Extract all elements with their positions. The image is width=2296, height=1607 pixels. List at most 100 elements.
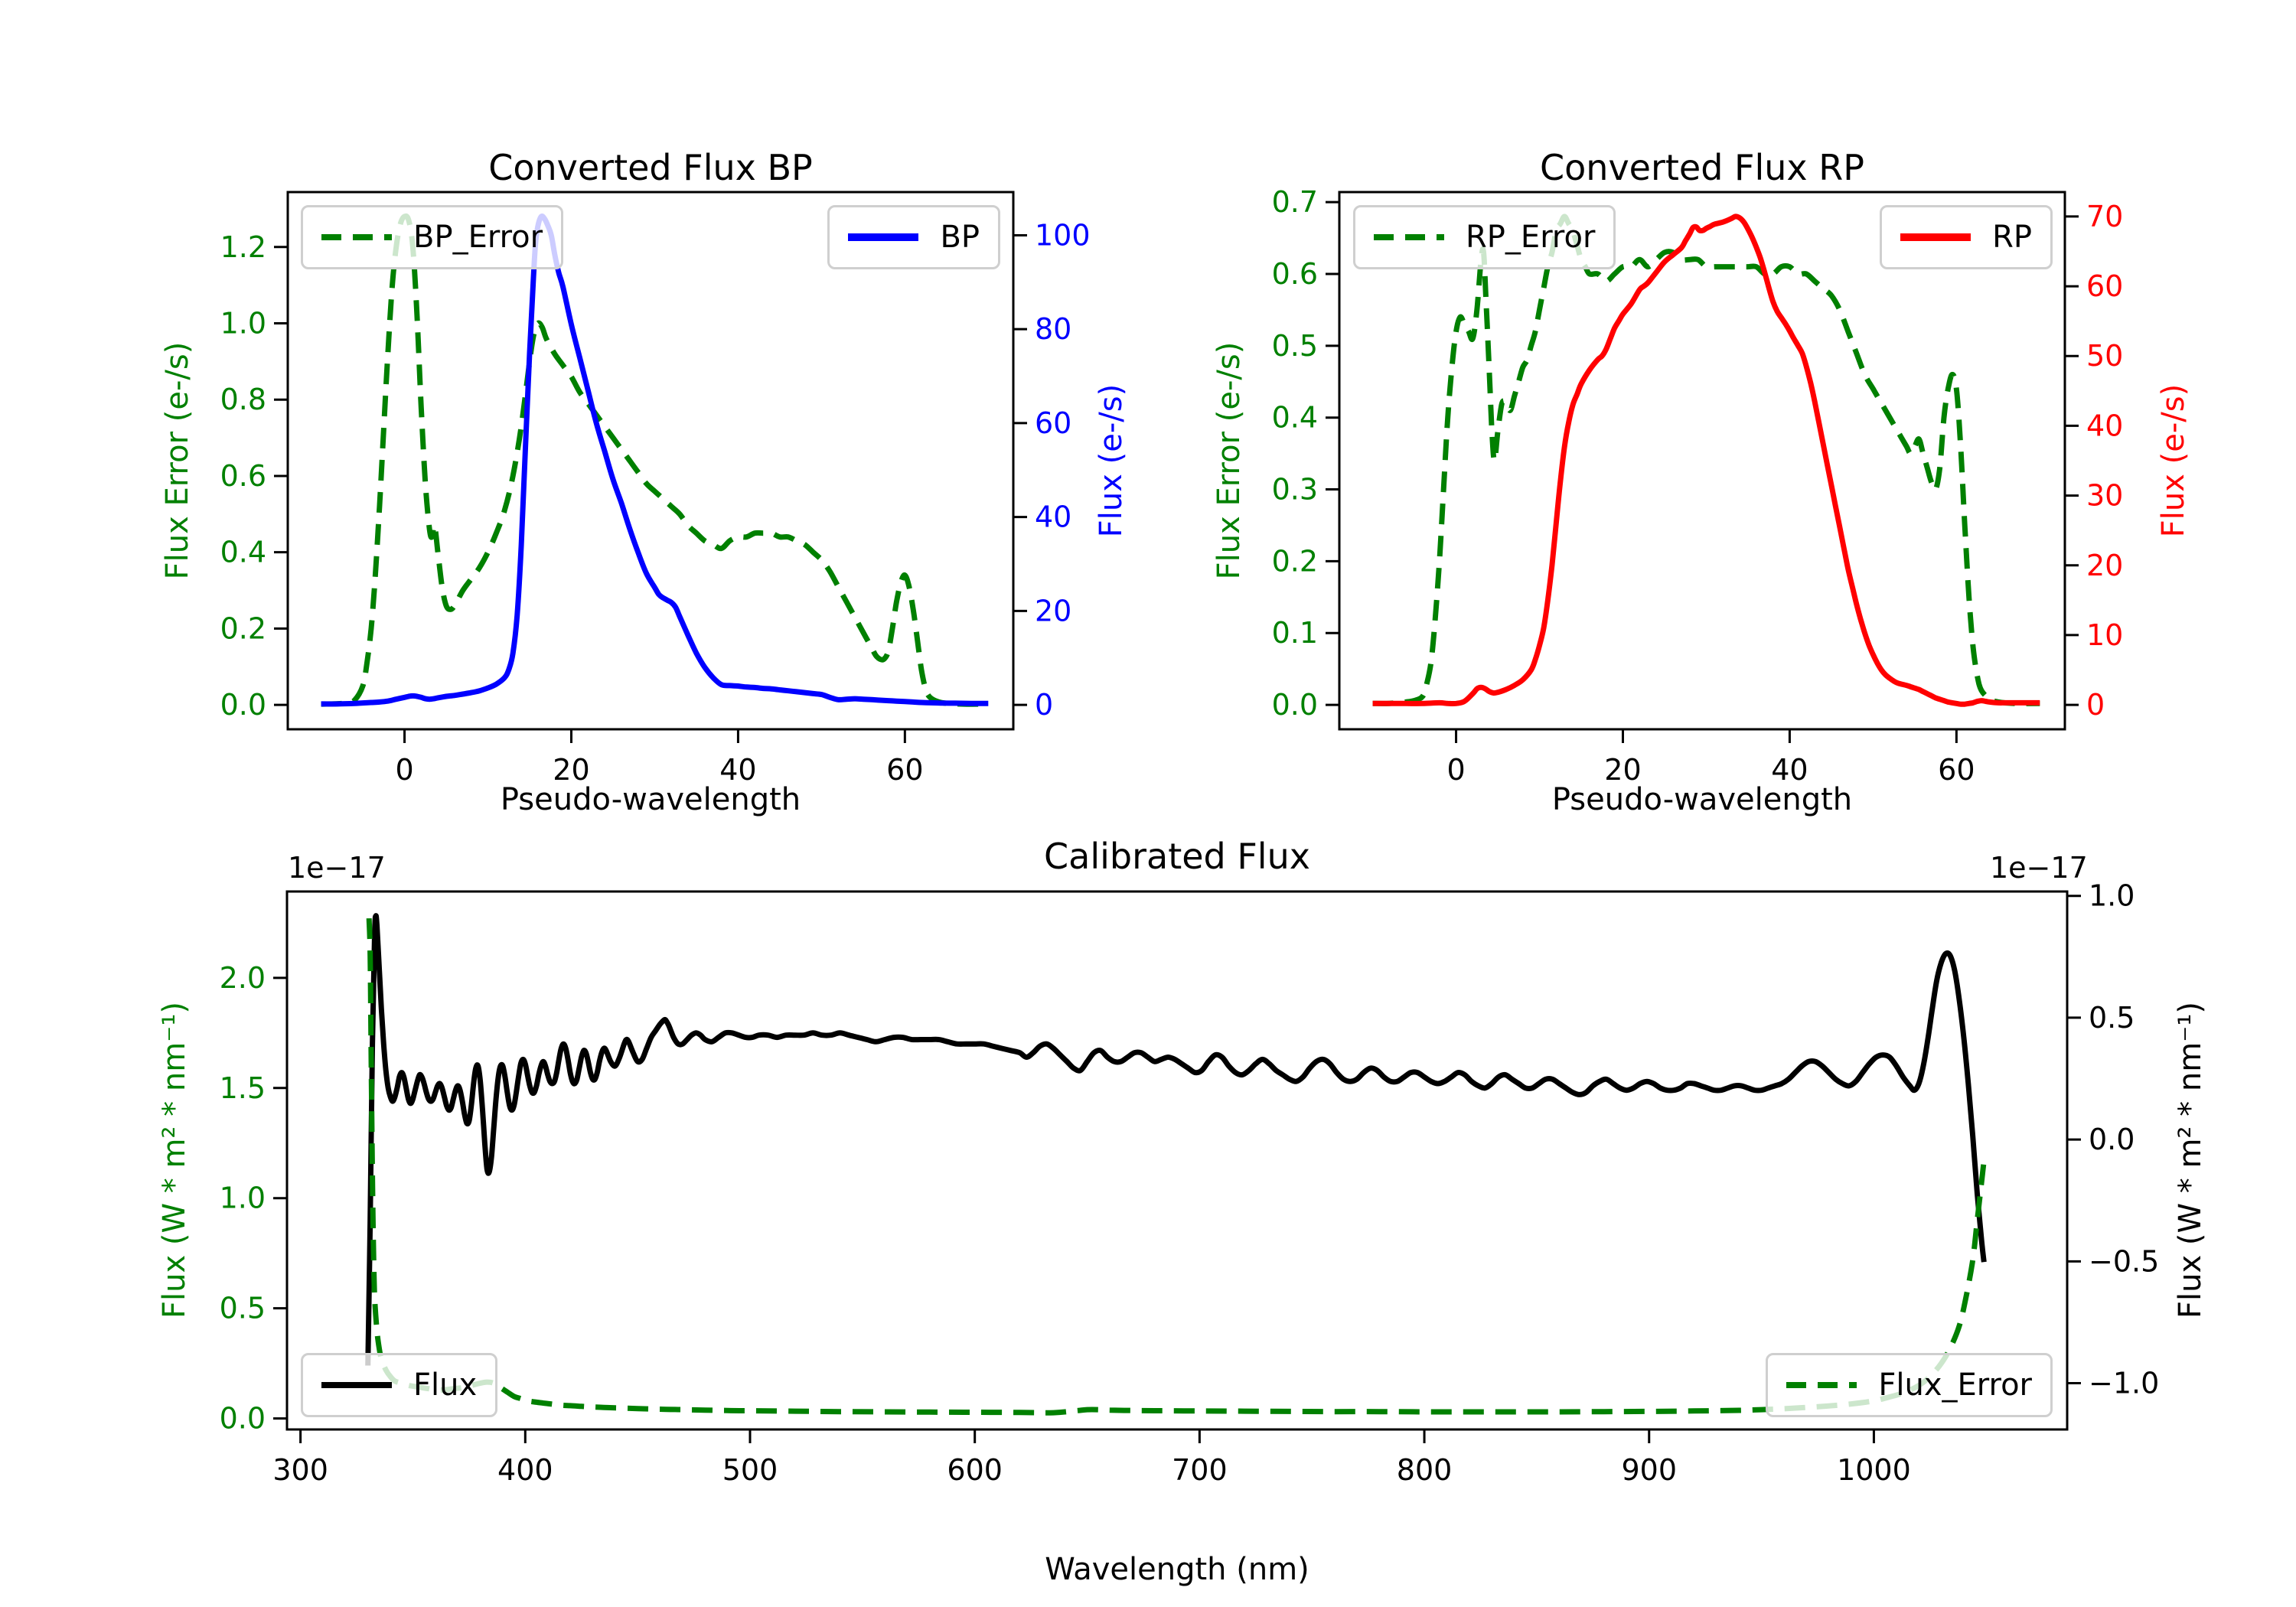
y-tick-label: 100 [1035, 218, 1091, 252]
y-tick-label: 0.0 [220, 1402, 266, 1436]
dashed-line-sample-icon [1374, 234, 1444, 240]
dashed-line-sample-icon [1786, 1382, 1857, 1388]
x-tick-label: 0 [1446, 753, 1465, 787]
right-axis-offset-text: 1e−17 [1990, 851, 2088, 885]
y-tick-label: 60 [2086, 269, 2123, 303]
x-tick-label: 300 [272, 1453, 328, 1487]
y-tick-label: 10 [2086, 618, 2123, 652]
y-tick-label: 1.0 [220, 1182, 266, 1215]
y-tick-label: 0.3 [1272, 473, 1318, 507]
y-tick-label: 1.0 [220, 307, 266, 341]
plot-rp-ylabel-left: Flux Error (e-/s) [1212, 341, 1247, 580]
x-tick-label: 900 [1621, 1453, 1677, 1487]
legend-bp-label: BP [940, 220, 980, 255]
legend-bp-error-label: BP_Error [413, 220, 543, 255]
legend-rp-label: RP [1992, 220, 2032, 255]
series-Flux_Error [366, 918, 1987, 1416]
series-BP_Error [321, 213, 989, 707]
legend-rp-error-label: RP_Error [1466, 220, 1596, 255]
y-tick-label: 0.4 [1272, 401, 1318, 435]
plot-calibrated-xlabel: Wavelength (nm) [1045, 1552, 1309, 1587]
x-tick-label: 1000 [1837, 1453, 1911, 1487]
plot-area-0: 0 20 40 60 0.0 0.2 0.4 0.6 0.8 1.0 1.2 0 20 40 60 80 100 [220, 191, 1091, 787]
plot-calibrated-ylabel-left: Flux (W * m² * nm⁻¹) [157, 1002, 192, 1319]
y-tick-label: 1.5 [220, 1071, 266, 1105]
series-RP [1372, 214, 2040, 707]
plot-bp-ylabel-right: Flux (e-/s) [1094, 383, 1129, 538]
y-tick-label: 0.0 [220, 688, 266, 722]
plot-calibrated-title: Calibrated Flux [1044, 836, 1310, 877]
y-tick-label: 30 [2086, 479, 2123, 513]
x-tick-label: 60 [886, 753, 923, 787]
x-tick-label: 0 [395, 753, 413, 787]
x-tick-label: 600 [947, 1453, 1003, 1487]
plot-area-1: 0 20 40 60 0.0 0.1 0.2 0.3 0.4 0.5 0.6 0.7 0 10 20 30 40… [1272, 185, 2124, 787]
plot-bp-ylabel-left: Flux Error (e-/s) [160, 341, 195, 580]
y-tick-label: 0.1 [1272, 616, 1318, 650]
legend-bp: BP [827, 205, 1000, 269]
x-tick-label: 500 [722, 1453, 778, 1487]
y-tick-label: −1.0 [2089, 1367, 2159, 1400]
x-tick-label: 60 [1938, 753, 1975, 787]
y-tick-label: 0.2 [1272, 544, 1318, 578]
plot-bp-xlabel: Pseudo-wavelength [500, 782, 801, 817]
axes-frame [1338, 191, 2066, 731]
y-tick-label: 1.0 [2089, 879, 2135, 913]
y-tick-label: 50 [2086, 339, 2123, 373]
legend-bp-error: BP_Error [301, 205, 564, 269]
plot-rp-xlabel: Pseudo-wavelength [1551, 782, 1853, 817]
y-tick-label: 2.0 [220, 961, 266, 995]
y-tick-label: 0.5 [220, 1292, 266, 1325]
y-tick-label: 0.5 [2089, 1001, 2135, 1035]
plot-rp-title: Converted Flux RP [1540, 147, 1864, 188]
solid-line-sample-icon [1900, 233, 1971, 241]
x-tick-label: 800 [1397, 1453, 1453, 1487]
y-tick-label: 0 [2086, 688, 2105, 722]
y-tick-label: 0.5 [1272, 329, 1318, 363]
x-tick-label: 20 [1604, 753, 1641, 787]
y-tick-label: 0.0 [2089, 1123, 2135, 1156]
legend-rp-error: RP_Error [1353, 205, 1616, 269]
legend-flux: Flux [301, 1353, 498, 1417]
y-tick-label: 0.6 [1272, 257, 1318, 291]
x-tick-label: 20 [553, 753, 589, 787]
solid-line-sample-icon [321, 1382, 392, 1388]
left-axis-offset-text: 1e−17 [288, 851, 386, 885]
y-tick-label: 0.4 [220, 536, 266, 569]
y-tick-label: 20 [2086, 549, 2123, 582]
y-tick-label: 20 [1035, 594, 1071, 627]
legend-flux-error: Flux_Error [1766, 1353, 2053, 1417]
y-tick-label: 0.0 [1272, 688, 1318, 722]
x-tick-label: 700 [1172, 1453, 1228, 1487]
solid-line-sample-icon [848, 233, 919, 241]
y-tick-label: 0.7 [1272, 185, 1318, 219]
axes-frame [286, 191, 1015, 731]
y-tick-label: 1.2 [220, 230, 266, 264]
y-tick-label: 70 [2086, 200, 2123, 233]
x-tick-label: 400 [497, 1453, 553, 1487]
series-RP_Error [1372, 214, 2040, 706]
y-tick-label: 80 [1035, 312, 1071, 346]
legend-rp: RP [1880, 205, 2053, 269]
x-tick-label: 40 [1771, 753, 1808, 787]
y-tick-label: 40 [1035, 500, 1071, 534]
y-tick-label: 0.6 [220, 459, 266, 493]
y-tick-label: 60 [1035, 406, 1071, 440]
series-Flux [365, 913, 1987, 1366]
plot-bp-title: Converted Flux BP [488, 147, 813, 188]
x-tick-label: 40 [719, 753, 756, 787]
y-tick-label: 0 [1035, 688, 1053, 722]
legend-flux-error-label: Flux_Error [1878, 1367, 2032, 1403]
y-tick-label: −0.5 [2089, 1244, 2159, 1278]
series-BP [321, 213, 989, 707]
legend-flux-label: Flux [413, 1367, 478, 1403]
plot-area-2: 300 400 500 600 700 800 900 1000 0.0 0.5 1.0 1.5 2.0… [220, 879, 2160, 1487]
plot-rp-ylabel-right: Flux (e-/s) [2156, 383, 2191, 538]
plot-calibrated-ylabel-right: Flux (W * m² * nm⁻¹) [2173, 1002, 2208, 1319]
y-tick-label: 40 [2086, 409, 2123, 442]
y-tick-label: 0.2 [220, 611, 266, 645]
dashed-line-sample-icon [321, 234, 392, 240]
y-tick-label: 0.8 [220, 383, 266, 416]
